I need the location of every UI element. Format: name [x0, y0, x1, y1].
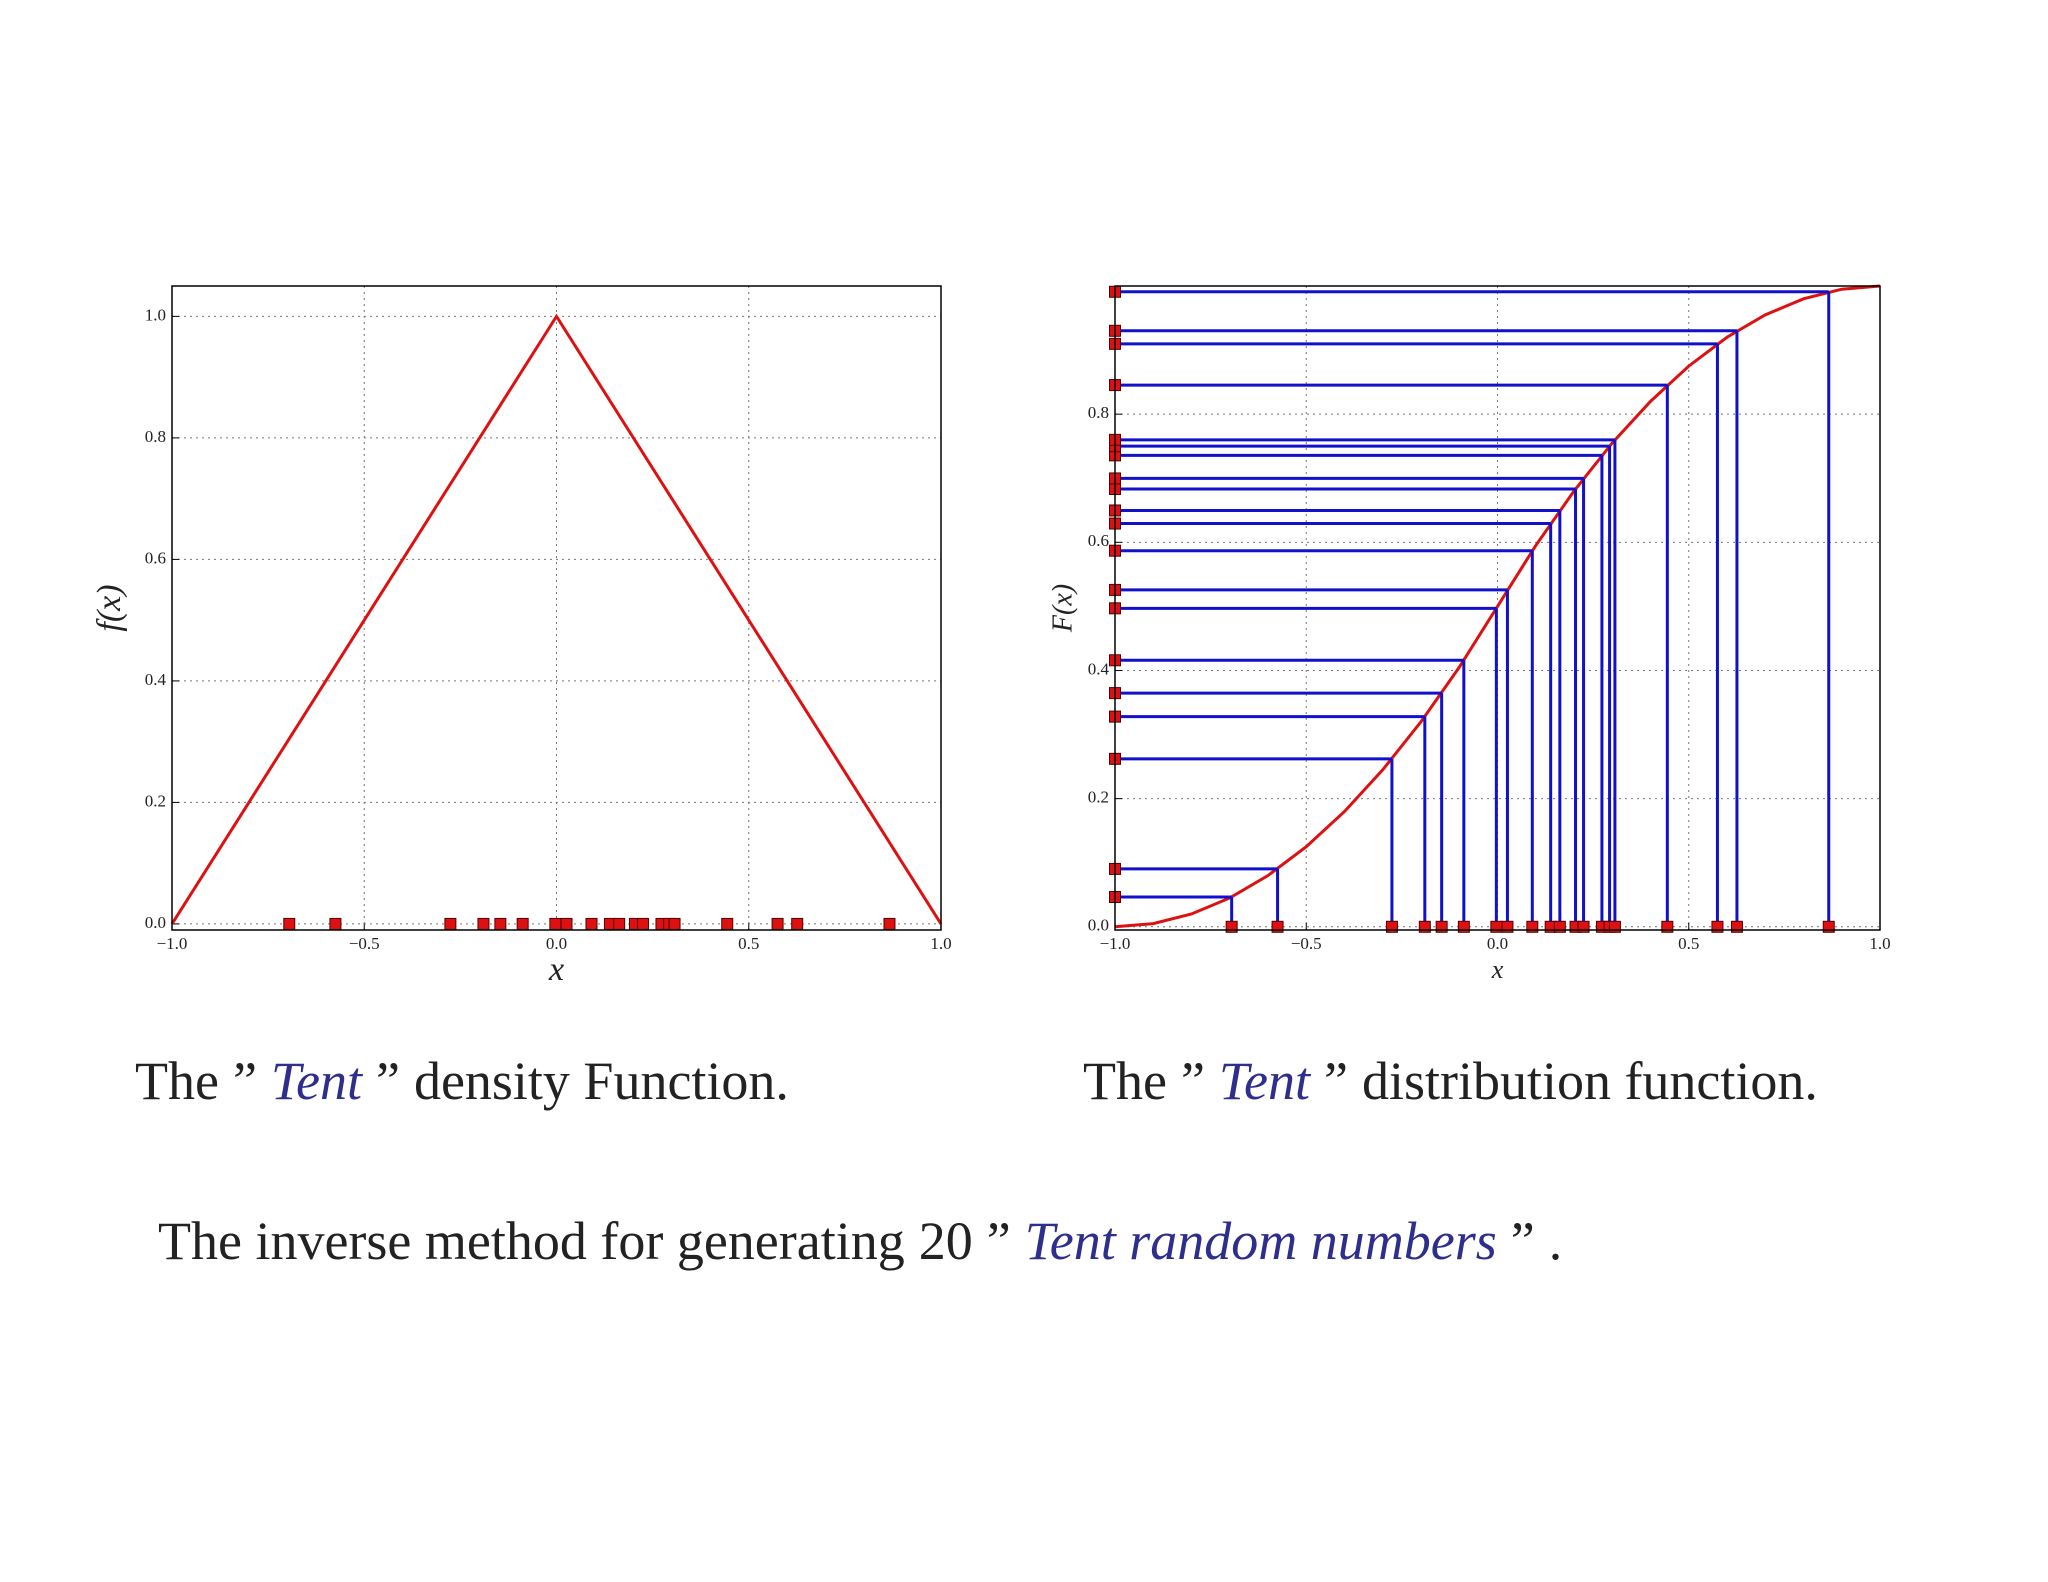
y-tick-label: 1.0 — [145, 305, 166, 324]
sample-marker — [494, 917, 507, 930]
x-tick-label: 0.0 — [1487, 934, 1508, 953]
caption-text: The — [135, 1051, 219, 1111]
sample-marker — [1225, 920, 1238, 933]
plot-frame — [1114, 285, 1881, 931]
y-tick-label: 0.6 — [1088, 531, 1109, 550]
y-tick-label: 0.8 — [145, 427, 166, 446]
curve — [1114, 284, 1881, 929]
sample-marker — [1271, 920, 1284, 933]
sample-marker — [1435, 920, 1448, 933]
caption-left: The” Tent” density Function. — [135, 1050, 803, 1112]
x-tick-label: −0.5 — [349, 934, 380, 953]
y-axis-label: f(x) — [91, 584, 128, 631]
y-tick-label: 0.4 — [145, 670, 167, 689]
footer-number: 20 — [918, 1211, 973, 1271]
y-tick-label: 0.8 — [1088, 403, 1109, 422]
quote: ” — [1180, 1051, 1205, 1111]
sample-marker — [613, 917, 626, 930]
sample-marker — [477, 917, 490, 930]
sample-marker — [791, 917, 804, 930]
y-axis-label: F(x) — [1047, 584, 1078, 633]
caption-emphasis: Tent — [270, 1051, 362, 1111]
caption-text: The — [1083, 1051, 1167, 1111]
y-tick-label: 0.0 — [1088, 916, 1109, 935]
sample-marker — [283, 917, 296, 930]
caption-right: The” Tent” distribution function. — [1083, 1050, 1832, 1112]
x-axis-label: x — [548, 951, 564, 988]
footer-emphasis: Tent random numbers — [1024, 1211, 1497, 1271]
sample-marker — [637, 917, 650, 930]
sample-marker — [1385, 920, 1398, 933]
sample-marker — [329, 917, 342, 930]
footer: The inverse method for generating 20” Tent… — [158, 1210, 1576, 1272]
x-tick-label: −1.0 — [157, 934, 188, 953]
plot-frame — [171, 285, 942, 931]
sample-marker — [721, 917, 734, 930]
sample-marker — [1553, 920, 1566, 933]
quote: ” — [232, 1051, 257, 1111]
sample-marker — [771, 917, 784, 930]
footer-text: . — [1548, 1211, 1563, 1271]
x-tick-label: 1.0 — [1869, 934, 1890, 953]
sample-marker — [1608, 920, 1621, 933]
x-tick-label: 1.0 — [930, 934, 951, 953]
sample-marker — [1711, 920, 1724, 933]
quote: ” — [375, 1051, 400, 1111]
sample-marker — [560, 917, 573, 930]
y-tick-label: 0.2 — [1088, 788, 1109, 807]
sample-marker — [668, 917, 681, 930]
sample-marker — [516, 917, 529, 930]
x-tick-label: 0.5 — [1678, 934, 1699, 953]
x-tick-label: −1.0 — [1100, 934, 1131, 953]
sample-marker — [1577, 920, 1590, 933]
y-tick-label: 0.2 — [145, 791, 166, 810]
caption-text: density Function. — [413, 1051, 789, 1111]
y-tick-label: 0.0 — [145, 913, 166, 932]
sample-marker — [883, 917, 896, 930]
sample-marker — [1526, 920, 1539, 933]
sample-marker — [1661, 920, 1674, 933]
sample-marker — [1730, 920, 1743, 933]
sample-marker — [1822, 920, 1835, 933]
quote: ” — [1510, 1211, 1535, 1271]
footer-text: The inverse method for generating — [158, 1211, 905, 1271]
quote: ” — [986, 1211, 1011, 1271]
x-tick-label: 0.5 — [738, 934, 759, 953]
caption-text: distribution function. — [1361, 1051, 1818, 1111]
sample-marker — [444, 917, 457, 930]
caption-emphasis: Tent — [1218, 1051, 1310, 1111]
x-tick-label: 0.0 — [546, 934, 567, 953]
y-tick-label: 0.4 — [1088, 659, 1110, 678]
curve — [170, 313, 943, 925]
sample-marker — [549, 917, 562, 930]
sample-marker — [1418, 920, 1431, 933]
sample-marker — [1457, 920, 1470, 933]
x-axis-label: x — [1491, 955, 1504, 984]
sample-marker — [585, 917, 598, 930]
sample-marker — [1501, 920, 1514, 933]
x-tick-label: −0.5 — [1291, 934, 1322, 953]
quote: ” — [1323, 1051, 1348, 1111]
y-tick-label: 0.6 — [145, 548, 166, 567]
